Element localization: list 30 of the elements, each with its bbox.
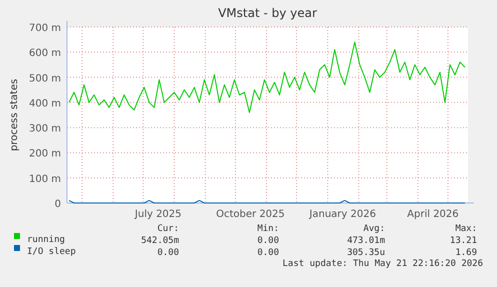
x-tick-label: July 2025 xyxy=(134,209,182,220)
text: Cur: xyxy=(157,224,179,234)
text: Max: xyxy=(455,224,477,234)
y-tick-label: 300 m xyxy=(28,124,61,135)
x-tick-label: April 2026 xyxy=(407,209,459,220)
text: 0.00 xyxy=(157,248,179,258)
text: 473.01m xyxy=(347,236,385,246)
text: 13.21 xyxy=(450,236,477,246)
x-tick-label: October 2025 xyxy=(216,209,285,220)
text: 305.35u xyxy=(347,248,385,258)
line-series xyxy=(68,42,466,113)
y-tick-label: 0 xyxy=(54,199,61,210)
chart-title: VMstat - by year xyxy=(218,6,317,20)
text: Min: xyxy=(257,224,279,234)
y-tick-label: 400 m xyxy=(28,98,61,110)
text: 0.00 xyxy=(257,248,279,258)
x-tick-label: January 2026 xyxy=(308,209,376,220)
y-axis-title: process states xyxy=(9,78,20,152)
text: Last update: Thu May 21 22:16:20 2026 xyxy=(282,259,483,269)
y-tick-label: 100 m xyxy=(28,174,61,185)
text: 0.00 xyxy=(257,236,279,246)
text: Avg: xyxy=(363,224,385,234)
y-tick-label: 200 m xyxy=(28,148,61,160)
y-tick-label: 600 m xyxy=(28,48,61,60)
y-tick-label: 500 m xyxy=(28,73,61,84)
text: 1.69 xyxy=(455,248,477,258)
text: 542.05m xyxy=(141,236,179,246)
y-tick-label: 700 m xyxy=(28,23,61,34)
legend-label: I/O sleep xyxy=(27,247,76,257)
legend-label: running xyxy=(27,235,65,245)
